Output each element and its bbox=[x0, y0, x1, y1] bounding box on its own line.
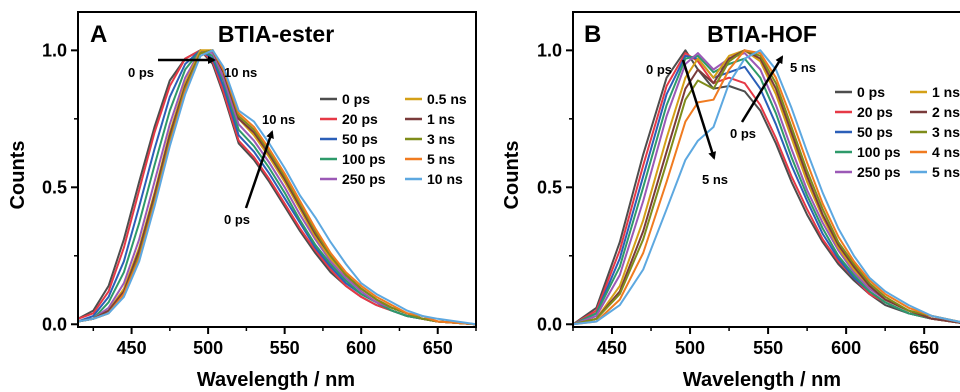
panel-a-ytick-label: 1.0 bbox=[42, 40, 67, 60]
panel-a-legend-label-10-ns: 10 ns bbox=[427, 171, 463, 187]
panel-b-series-50-ps bbox=[572, 54, 960, 326]
panel-b-xtick-label: 450 bbox=[597, 338, 627, 358]
panel-a-annotation-shoulder-end: 10 ns bbox=[262, 112, 295, 127]
panel-a-xtick-label: 500 bbox=[193, 338, 223, 358]
panel-b-legend-label-0-ps: 0 ps bbox=[857, 84, 885, 100]
panel-b-legend-label-100-ps: 100 ps bbox=[857, 144, 901, 160]
panel-a-legend-label-50-ps: 50 ps bbox=[342, 131, 378, 147]
panel-b-frame bbox=[572, 11, 960, 328]
panel-a-ytick-label: 0.0 bbox=[42, 314, 67, 334]
panel-b-series-0-ps bbox=[572, 49, 960, 326]
panel-a-legend-label-5-ns: 5 ns bbox=[427, 151, 455, 167]
panel-b-xtick-label: 500 bbox=[675, 338, 705, 358]
panel-a-axes: 450 500 550 600 650 0.0 0.5 1.0 bbox=[42, 40, 477, 358]
panel-a-legend-label-100-ps: 100 ps bbox=[342, 151, 386, 167]
panel-b-ytick-label: 0.0 bbox=[537, 314, 562, 334]
panel-b-curves bbox=[572, 49, 960, 326]
panel-b-legend-label-2-ns: 2 ns bbox=[932, 104, 960, 120]
panel-b-legend-label-4-ns: 4 ns bbox=[932, 144, 960, 160]
panel-b-annotation-up-start: 0 ps bbox=[730, 126, 756, 141]
panel-b: 450 500 550 600 650 0.0 0.5 1.0 B BTIA-HOF Coun… bbox=[501, 11, 960, 391]
panel-b-annotation-up-end: 5 ns bbox=[790, 60, 816, 75]
panel-a-legend-label-3-ns: 3 ns bbox=[427, 131, 455, 147]
panel-a-label: A bbox=[90, 21, 107, 48]
panel-b-ytick-label: 0.5 bbox=[537, 177, 562, 197]
panel-b-series-20-ps bbox=[572, 52, 960, 326]
panel-b-annotation-down-end: 5 ns bbox=[702, 172, 728, 187]
panel-a-ylabel: Counts bbox=[7, 141, 29, 210]
panel-b-annotation-down-start: 0 ps bbox=[646, 62, 672, 77]
panel-a-legend-label-0-ps: 0 ps bbox=[342, 91, 370, 107]
panel-b-series-2-ns bbox=[572, 49, 960, 326]
panel-a-legend: 0 ps 20 ps 50 ps 100 ps 250 ps 0.5 ns 1 ns 3 ns… bbox=[320, 91, 467, 187]
panel-a-annotation-start: 0 ps bbox=[128, 65, 154, 80]
panel-b-label: B bbox=[584, 21, 601, 48]
panel-b-down-arrow bbox=[681, 59, 717, 160]
panel-b-ytick-label: 1.0 bbox=[537, 40, 562, 60]
panel-b-axes: 450 500 550 600 650 0.0 0.5 1.0 bbox=[537, 40, 939, 358]
panel-b-legend-label-5-ns: 5 ns bbox=[932, 164, 960, 180]
panel-b-legend-label-1-ns: 1 ns bbox=[932, 84, 960, 100]
panel-b-series-5-ns bbox=[572, 49, 960, 326]
panel-a-curves bbox=[77, 49, 477, 326]
panel-b-legend-label-3-ns: 3 ns bbox=[932, 124, 960, 140]
panel-a-shoulder-arrow bbox=[244, 130, 274, 209]
panel-a-title: BTIA-ester bbox=[218, 21, 334, 47]
panel-b-series-250-ps bbox=[572, 52, 960, 326]
panel-b-ylabel: Counts bbox=[501, 141, 523, 210]
panel-b-xtick-label: 600 bbox=[831, 338, 861, 358]
panel-b-up-arrow bbox=[740, 55, 784, 123]
panel-a: 450 500 550 600 650 0.0 0.5 1.0 A BTIA-ester Co… bbox=[7, 11, 477, 391]
panel-b-legend: 0 ps 20 ps 50 ps 100 ps 250 ps 1 ns 2 ns 3 ns 4 … bbox=[835, 84, 960, 180]
panel-a-annotation-shoulder-start: 0 ps bbox=[224, 212, 250, 227]
panel-b-xtick-label: 550 bbox=[753, 338, 783, 358]
panel-b-series-3-ns bbox=[572, 49, 960, 326]
panel-a-legend-label-250-ps: 250 ps bbox=[342, 171, 386, 187]
panel-b-xlabel: Wavelength / nm bbox=[683, 369, 841, 391]
panel-b-legend-label-50-ps: 50 ps bbox=[857, 124, 893, 140]
panel-b-legend-label-250-ps: 250 ps bbox=[857, 164, 901, 180]
panel-a-xtick-label: 650 bbox=[423, 338, 453, 358]
panel-a-xtick-label: 550 bbox=[270, 338, 300, 358]
panel-b-series-4-ns bbox=[572, 49, 960, 326]
panel-a-xtick-label: 600 bbox=[346, 338, 376, 358]
panel-a-xtick-label: 450 bbox=[117, 338, 147, 358]
panel-b-series-100-ps bbox=[572, 54, 960, 326]
panel-b-legend-label-20-ps: 20 ps bbox=[857, 104, 893, 120]
panel-a-series-10-ns bbox=[77, 49, 477, 326]
panel-a-xlabel: Wavelength / nm bbox=[197, 369, 355, 391]
panel-a-frame bbox=[77, 11, 477, 328]
panel-a-legend-label-20-ps: 20 ps bbox=[342, 111, 378, 127]
panel-b-title: BTIA-HOF bbox=[707, 21, 817, 47]
panel-b-xtick-label: 650 bbox=[909, 338, 939, 358]
panel-a-annotation-end: 10 ns bbox=[224, 65, 257, 80]
panel-a-legend-label-1-ns: 1 ns bbox=[427, 111, 455, 127]
panel-a-series-100-ps bbox=[77, 49, 477, 326]
panel-a-ytick-label: 0.5 bbox=[42, 177, 67, 197]
panel-a-legend-label-0-5-ns: 0.5 ns bbox=[427, 91, 467, 107]
